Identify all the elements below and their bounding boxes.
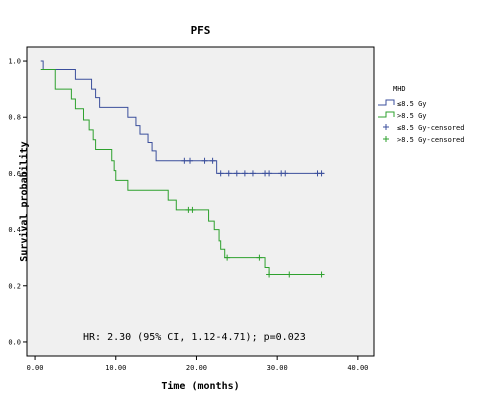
series-line-2 [40, 68, 324, 276]
censor-mark-1 [201, 157, 208, 164]
legend-label: ≤8.5 Gy-censored [397, 124, 464, 132]
x-tick-label: 40.00 [347, 364, 368, 372]
censor-mark-2 [256, 254, 263, 261]
y-tick-label: 0.4 [8, 226, 21, 234]
y-tick-label: 0.8 [8, 114, 21, 122]
censor-mark-2 [224, 254, 231, 261]
censor-mark-1 [217, 170, 224, 177]
x-tick-label: 0.00 [27, 364, 44, 372]
legend-title: MHD [393, 85, 406, 93]
censor-mark-2 [286, 271, 293, 278]
censor-mark-1 [233, 170, 240, 177]
legend-swatch [378, 99, 395, 106]
censor-mark-2 [189, 206, 196, 213]
y-tick-label: 1.0 [8, 58, 21, 66]
legend-label: ≤8.5 Gy [397, 100, 427, 108]
series-layer [40, 60, 325, 278]
censor-mark-1 [266, 170, 273, 177]
plot-area [26, 46, 375, 357]
y-tick-label: 0.6 [8, 170, 21, 178]
legend: ≤8.5 Gy >8.5 Gy ≤8.5 Gy-censored >8.5 Gy-ce… [378, 99, 464, 144]
chart-title: PFS [191, 24, 211, 37]
censor-mark-2 [266, 271, 273, 278]
legend-censor-swatch [383, 124, 389, 130]
y-tick-label: 0.2 [8, 282, 21, 290]
censor-mark-1 [209, 157, 216, 164]
legend-censor-swatch [383, 136, 389, 142]
series-line-1 [40, 60, 324, 174]
censor-mark-1 [282, 170, 289, 177]
y-tick-label: 0.0 [8, 338, 21, 346]
censor-mark-1 [187, 157, 194, 164]
legend-label: >8.5 Gy [397, 112, 427, 120]
legend-swatch [378, 111, 395, 118]
x-tick-label: 20.00 [186, 364, 207, 372]
x-tick-label: 10.00 [105, 364, 126, 372]
x-tick-label: 30.00 [267, 364, 288, 372]
censor-mark-1 [318, 170, 325, 177]
legend-label: >8.5 Gy-censored [397, 136, 464, 144]
censor-mark-1 [241, 170, 248, 177]
y-axis-title: Survival probability [18, 141, 30, 261]
axes: 0.00 10.00 20.00 30.00 40.00 0.0 0.2 0.4 0.6 0.8 1… [8, 58, 368, 372]
censor-mark-1 [181, 157, 188, 164]
x-axis-title: Time (months) [161, 380, 239, 392]
censor-mark-1 [225, 170, 232, 177]
censor-mark-1 [249, 170, 256, 177]
hazard-ratio-annotation: HR: 2.30 (95% CI, 1.12-4.71); p=0.023 [83, 332, 306, 343]
censor-mark-2 [318, 271, 325, 278]
